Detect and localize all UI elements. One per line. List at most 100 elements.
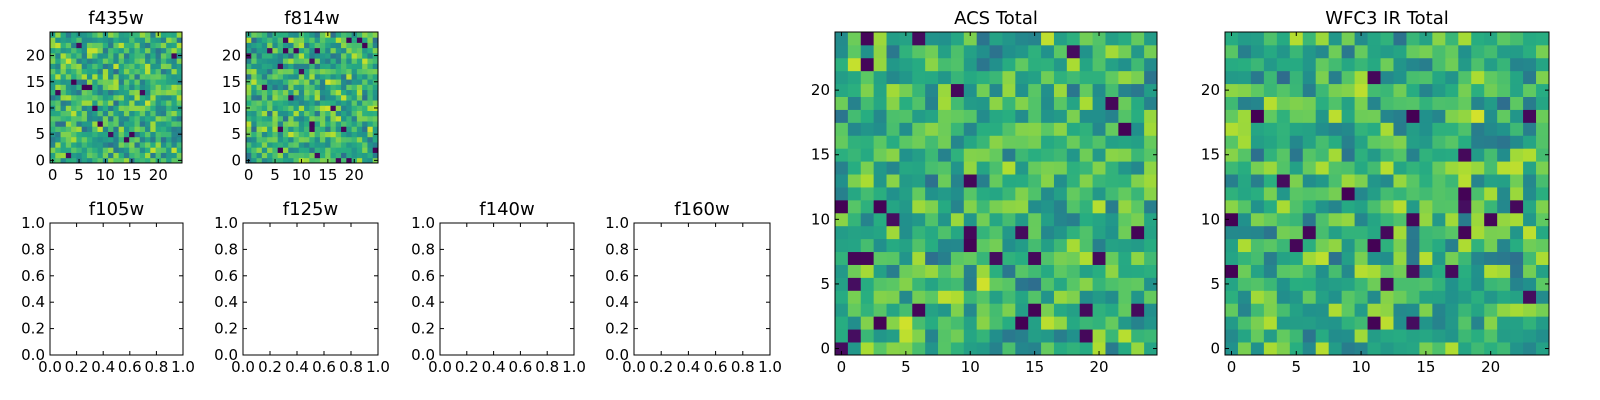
heatmap-cell (341, 52, 347, 59)
heatmap-cell (314, 121, 321, 127)
heatmap-cell (246, 73, 252, 80)
heatmap-cell (97, 68, 104, 75)
heatmap-cell (282, 89, 289, 96)
heatmap-cell (325, 126, 331, 132)
heatmap-cell (129, 152, 135, 159)
heatmap-cell (963, 32, 978, 46)
heatmap-cell (847, 225, 862, 240)
heatmap-cell (835, 212, 849, 227)
heatmap-cell (267, 142, 273, 148)
heatmap-cell (50, 47, 56, 54)
heatmap-cell (1131, 161, 1145, 175)
heatmap-cell (1419, 316, 1433, 330)
heatmap-cell (81, 136, 88, 143)
panel-title-f140w: f140w (479, 199, 534, 220)
heatmap-cell (367, 79, 374, 85)
heatmap-cell (113, 157, 120, 164)
heatmap-cell (346, 110, 352, 117)
heatmap-cell (1092, 264, 1106, 278)
heatmap-cell (1237, 187, 1252, 201)
heatmap-cell (108, 100, 114, 106)
heatmap-cell (282, 110, 289, 117)
heatmap-cell (1002, 44, 1016, 59)
heatmap-cell (1406, 44, 1420, 59)
heatmap-cell (1066, 199, 1081, 214)
heatmap-cell (367, 84, 374, 91)
heatmap-cell (1028, 342, 1042, 356)
heatmap-cell (1263, 57, 1278, 72)
heatmap-cell (139, 105, 146, 111)
heatmap-cell (50, 58, 56, 64)
heatmap-cell (1367, 70, 1381, 85)
heatmap-cell (267, 100, 273, 106)
heatmap-cell (76, 73, 83, 80)
y-tick-label: 0.6 (21, 267, 45, 285)
heatmap-cell (989, 316, 1003, 330)
heatmap-cell (102, 37, 109, 43)
heatmap-cell (1354, 264, 1368, 278)
heatmap-cell (97, 73, 104, 80)
heatmap-cell (1028, 44, 1042, 59)
heatmap-cell (1144, 44, 1158, 59)
heatmap-cell (1536, 161, 1550, 175)
heatmap-cell (1028, 212, 1042, 227)
heatmap-cell (123, 157, 130, 164)
heatmap-cell (1354, 135, 1368, 149)
heatmap-cell (92, 68, 98, 75)
heatmap-cell (1393, 32, 1407, 46)
heatmap-cell (272, 68, 279, 75)
heatmap-cell (925, 277, 939, 291)
heatmap-cell (372, 152, 379, 159)
heatmap-cell (351, 42, 358, 49)
heatmap-cell (60, 63, 67, 70)
heatmap-cell (860, 122, 875, 136)
heatmap-cell (1053, 264, 1068, 278)
heatmap-cell (1471, 135, 1485, 149)
heatmap-cell (1237, 238, 1252, 253)
heatmap-cell (76, 79, 83, 85)
heatmap-cell (65, 136, 72, 143)
heatmap-cell (314, 89, 321, 96)
heatmap-cell (325, 63, 331, 70)
heatmap-cell (899, 251, 913, 265)
heatmap-cell (251, 121, 257, 127)
heatmap-cell (251, 152, 257, 159)
heatmap-cell (912, 122, 926, 136)
heatmap-cell (330, 68, 337, 75)
heatmap-cell (155, 126, 162, 132)
heatmap-cell (155, 63, 162, 70)
heatmap-cell (1079, 109, 1093, 123)
heatmap-cell (835, 44, 849, 59)
heatmap-cell (912, 251, 926, 265)
heatmap-cell (86, 121, 93, 127)
heatmap-cell (1510, 70, 1524, 85)
heatmap-cell (372, 32, 379, 38)
heatmap-cell (912, 96, 926, 110)
heatmap-cell (129, 37, 135, 43)
heatmap-cell (1523, 225, 1537, 240)
heatmap-cell (912, 148, 926, 162)
heatmap-cell (139, 136, 146, 143)
heatmap-cell (256, 94, 263, 101)
heatmap-cell (1144, 70, 1158, 85)
heatmap-cell (282, 126, 289, 132)
heatmap-cell (319, 142, 326, 148)
heatmap-cell (118, 73, 125, 80)
y-tick-label: 0.8 (214, 240, 238, 258)
heatmap-cell (1225, 83, 1239, 97)
heatmap-cell (1079, 212, 1093, 227)
heatmap-cell (1002, 109, 1016, 123)
heatmap-cell (251, 79, 257, 85)
heatmap-cell (97, 142, 104, 148)
heatmap-cell (1523, 32, 1537, 46)
heatmap-cell (1432, 290, 1446, 304)
heatmap-cell (1066, 342, 1081, 356)
heatmap-cell (356, 131, 363, 138)
heatmap-cell (1015, 44, 1029, 59)
heatmap-cell (267, 131, 273, 138)
heatmap-cell (886, 135, 900, 149)
heatmap-cell (171, 37, 178, 43)
heatmap-cell (1419, 148, 1433, 162)
heatmap-cell (277, 73, 284, 80)
